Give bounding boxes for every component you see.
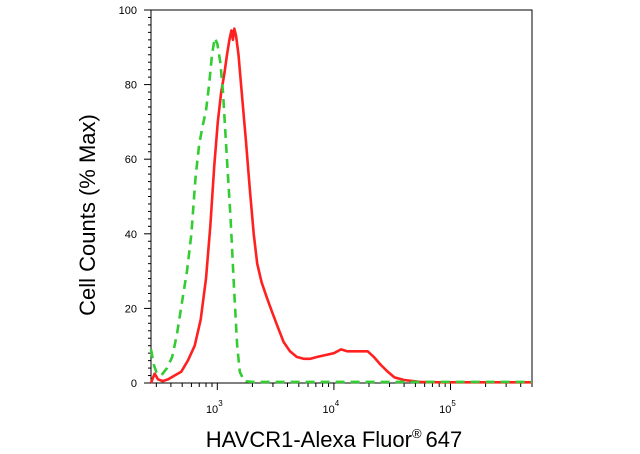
x-axis-title-sup: ® bbox=[412, 426, 422, 441]
y-tick-label: 60 bbox=[125, 154, 137, 166]
y-tick-label: 0 bbox=[131, 378, 137, 390]
y-tick-label: 100 bbox=[119, 5, 137, 17]
y-tick-label: 20 bbox=[125, 303, 137, 315]
x-axis-title-main: HAVCR1-Alexa Fluor bbox=[206, 427, 412, 452]
plot-frame bbox=[150, 9, 533, 384]
series-line-2 bbox=[149, 36, 532, 384]
y-tick-label: 80 bbox=[125, 80, 137, 92]
y-axis-ticks: 0 20 40 60 80 100 bbox=[119, 5, 151, 390]
y-tick-label: 40 bbox=[125, 229, 137, 241]
x-axis-ticks: 103 104 105 bbox=[155, 383, 533, 416]
x-tick-label: 103 bbox=[206, 399, 223, 416]
series-line-1 bbox=[149, 27, 532, 384]
x-axis-title-suffix: 647 bbox=[426, 427, 463, 452]
series-layer bbox=[149, 27, 532, 384]
x-tick-label: 104 bbox=[323, 399, 340, 416]
y-axis-title: Cell Counts (% Max) bbox=[75, 114, 100, 316]
x-axis-title: HAVCR1-Alexa Fluor® 647 bbox=[206, 426, 463, 452]
x-tick-label: 105 bbox=[439, 399, 456, 416]
